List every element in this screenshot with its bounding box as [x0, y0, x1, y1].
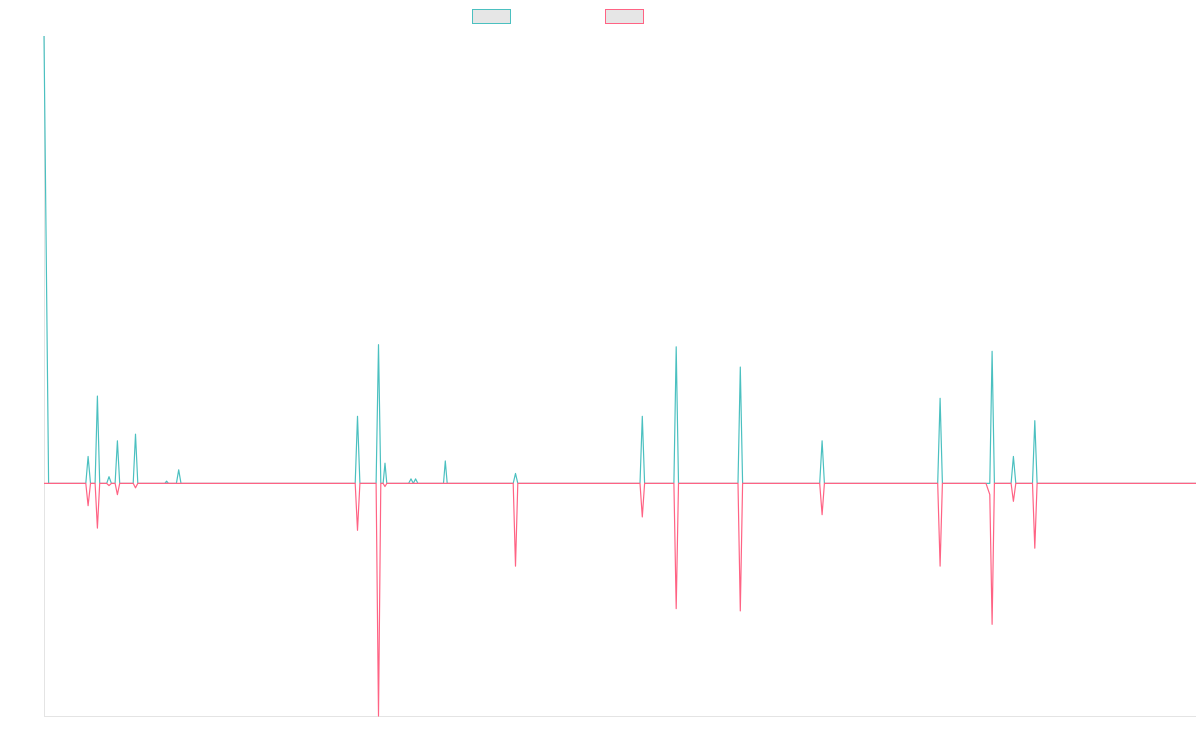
series-line-1	[43, 35, 1196, 484]
legend-swatch-2[interactable]	[605, 9, 644, 24]
series-layer	[43, 35, 1196, 717]
legend-swatch-1[interactable]	[472, 9, 511, 24]
series-line-2	[44, 482, 1196, 717]
